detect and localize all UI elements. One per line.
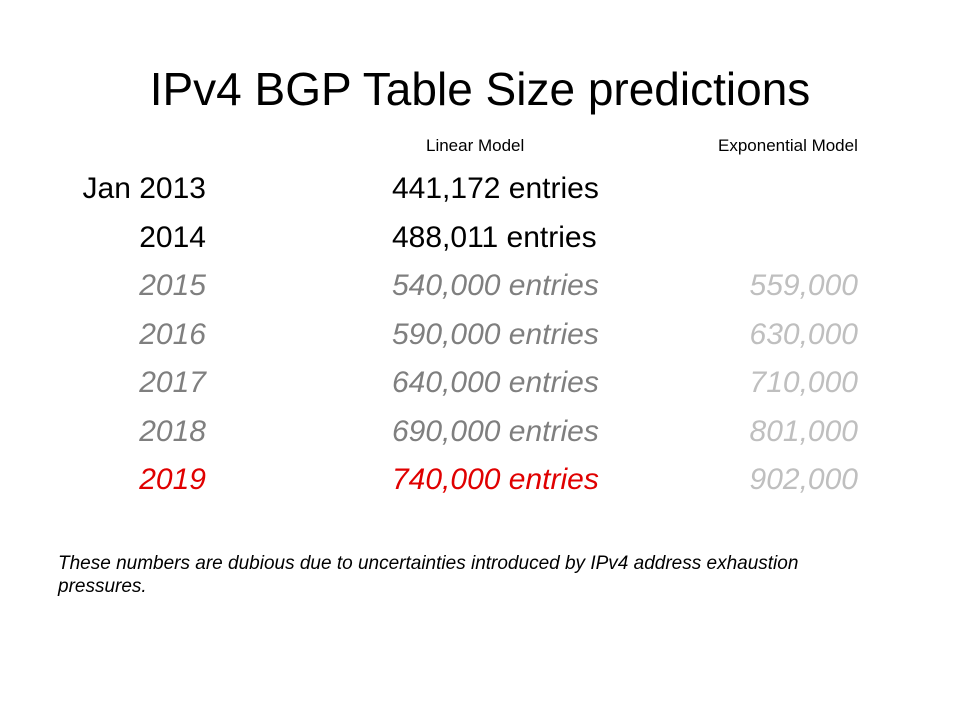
column-header: Exponential Model [718, 136, 858, 155]
linear-prediction: 488,011 entries [392, 220, 597, 254]
year-label: 2019 [139, 463, 206, 496]
linear-prediction: 740,000 entries [392, 463, 599, 496]
linear-prediction: 540,000 entries [392, 269, 599, 302]
exponential-prediction: 710,000 [749, 366, 858, 399]
column-header: Linear Model [426, 136, 525, 155]
year-label: Jan 2013 [82, 172, 206, 205]
year-label: 2016 [139, 317, 206, 351]
year-label: 2014 [139, 220, 206, 254]
year-label: 2017 [139, 366, 206, 399]
linear-prediction: 690,000 entries [392, 414, 599, 448]
exponential-prediction: 801,000 [749, 414, 858, 448]
exponential-prediction: 902,000 [749, 463, 858, 496]
year-label: 2018 [139, 414, 206, 448]
slide-title: IPv4 BGP Table Size predictions [149, 63, 811, 115]
exponential-prediction: 559,000 [749, 269, 858, 302]
exponential-prediction: 630,000 [749, 317, 858, 351]
linear-prediction: 441,172 entries [392, 172, 599, 205]
year-label: 2015 [139, 269, 206, 302]
footnote: These numbers are dubious due to uncerta… [58, 553, 799, 597]
linear-prediction: 590,000 entries [392, 317, 599, 351]
linear-prediction: 640,000 entries [392, 366, 599, 399]
